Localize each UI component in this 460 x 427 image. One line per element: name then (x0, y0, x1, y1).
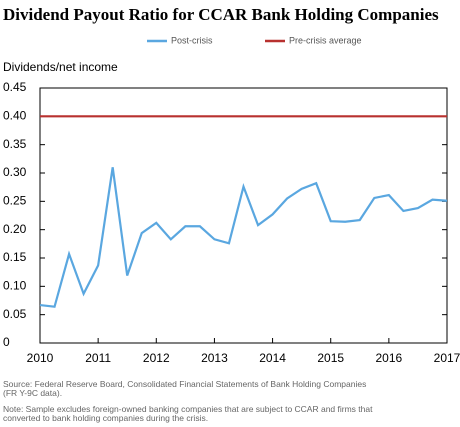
x-tick-label: 2015 (317, 351, 344, 365)
x-tick-label: 2016 (376, 351, 403, 365)
chart-title: Dividend Payout Ratio for CCAR Bank Hold… (3, 5, 439, 24)
legend-label: Pre-crisis average (289, 35, 362, 45)
y-tick-label: 0.40 (3, 109, 27, 123)
x-tick-label: 2017 (434, 351, 460, 365)
y-tick-label: 0.20 (3, 222, 27, 236)
y-tick-label: 0 (3, 335, 10, 349)
y-tick-label: 0.35 (3, 137, 27, 151)
note: Source: Federal Reserve Board, Consolida… (3, 379, 366, 389)
x-tick-label: 2011 (85, 351, 111, 365)
y-tick-label: 0.45 (3, 80, 27, 94)
y-tick-label: 0.05 (3, 307, 27, 321)
x-tick-label: 2012 (143, 351, 170, 365)
y-tick-label: 0.15 (3, 250, 27, 264)
note: converted to bank holding companies duri… (3, 413, 208, 423)
note: (FR Y-9C data). (3, 388, 62, 398)
x-tick-label: 2014 (259, 351, 286, 365)
x-tick-label: 2013 (201, 351, 228, 365)
x-tick-label: 2010 (27, 351, 54, 365)
series-line (39, 167, 448, 308)
y-tick-label: 0.10 (3, 279, 27, 293)
legend-label: Post-crisis (171, 35, 213, 45)
y-tick-label: 0.25 (3, 194, 27, 208)
note: Note: Sample excludes foreign-owned bank… (3, 404, 373, 414)
y-axis-label: Dividends/net income (3, 60, 118, 74)
plot-frame (39, 87, 448, 344)
y-tick-label: 0.30 (3, 165, 27, 179)
